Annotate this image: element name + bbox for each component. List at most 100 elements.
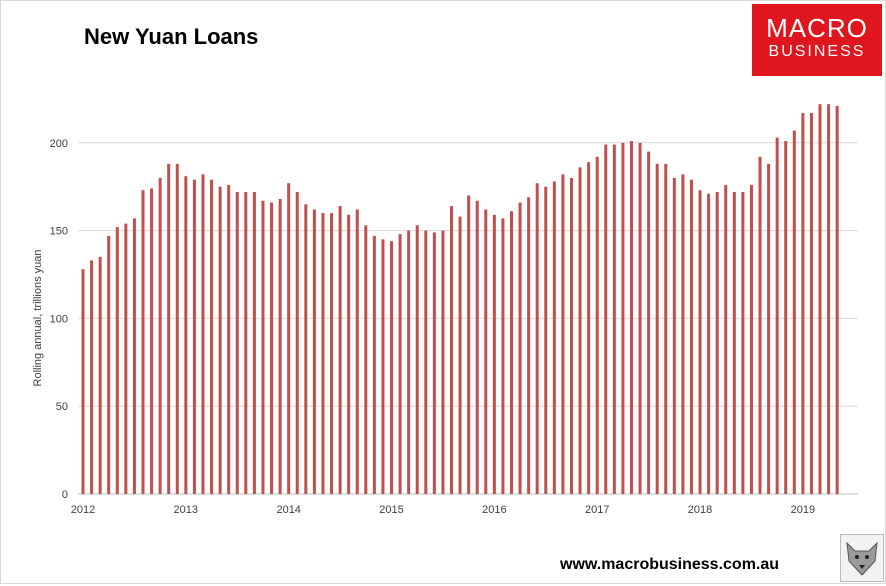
- bar: [432, 232, 436, 495]
- bar: [81, 269, 85, 494]
- bar: [338, 206, 342, 494]
- bar: [724, 184, 728, 494]
- bar: [827, 104, 831, 495]
- bar: [158, 177, 162, 495]
- bar: [732, 191, 736, 494]
- bar: [741, 191, 745, 494]
- bar: [107, 235, 111, 494]
- bar: [90, 260, 94, 494]
- bar: [792, 130, 796, 494]
- bar: [801, 112, 805, 494]
- footer-url: www.macrobusiness.com.au: [560, 556, 780, 573]
- bar: [587, 162, 591, 494]
- x-tick-label: 2016: [482, 504, 506, 516]
- logo-line-1: MACRO: [766, 13, 868, 43]
- bar: [218, 186, 222, 494]
- bar: [809, 112, 813, 494]
- bar: [604, 144, 608, 494]
- bar: [784, 141, 788, 495]
- bar: [115, 227, 119, 494]
- bar: [390, 241, 394, 494]
- bar: [381, 239, 385, 494]
- bar: [270, 202, 274, 494]
- x-tick-label: 2012: [71, 504, 95, 516]
- bar: [638, 142, 642, 495]
- bar: [569, 177, 573, 495]
- y-tick-label: 100: [50, 313, 68, 325]
- bar: [458, 216, 462, 495]
- bar: [492, 214, 496, 495]
- chart-title: New Yuan Loans: [84, 24, 259, 49]
- bar: [510, 211, 513, 494]
- bar: [201, 174, 205, 494]
- wolf-mascot-icon: [840, 534, 884, 582]
- bar: [355, 209, 359, 494]
- x-tick-label: 2019: [791, 504, 815, 516]
- bar: [261, 200, 265, 494]
- bar: [304, 204, 308, 494]
- bar: [244, 191, 248, 494]
- bar: [527, 197, 531, 495]
- bar: [450, 206, 454, 494]
- bar: [749, 184, 753, 494]
- bar: [141, 190, 145, 494]
- x-tick-label: 2014: [276, 504, 300, 516]
- bar: [612, 144, 616, 494]
- bar: [681, 174, 685, 494]
- bar: [484, 209, 488, 494]
- bar: [561, 174, 565, 494]
- bar: [167, 163, 171, 494]
- bar: [132, 218, 136, 494]
- x-tick-label: 2018: [688, 504, 712, 516]
- bar: [715, 191, 719, 494]
- bar: [501, 218, 505, 494]
- y-tick-labels: 0 50 100 150 200: [50, 138, 68, 501]
- y-tick-label: 150: [50, 226, 68, 238]
- bar: [578, 167, 582, 494]
- bar: [595, 156, 599, 494]
- bar: [347, 214, 351, 495]
- x-tick-label: 2017: [585, 504, 609, 516]
- bar: [252, 191, 256, 494]
- bar: [689, 179, 693, 494]
- bar: [330, 213, 334, 495]
- bar: [467, 195, 471, 495]
- bar: [552, 181, 556, 494]
- bar: [758, 156, 762, 494]
- x-tick-label: 2015: [379, 504, 403, 516]
- bar: [664, 163, 668, 494]
- bar: [364, 225, 368, 494]
- bar: [767, 163, 771, 494]
- bar: [227, 184, 231, 494]
- y-tick-label: 200: [50, 138, 68, 150]
- bar: [278, 198, 282, 495]
- macrobusiness-logo: MACRO BUSINESS: [752, 4, 882, 76]
- logo-line-2: BUSINESS: [768, 43, 866, 60]
- bar: [629, 141, 633, 495]
- bar: [707, 193, 711, 494]
- bar: [424, 230, 428, 494]
- bar: [544, 186, 548, 494]
- y-axis-title: Rolling annual, trillions yuan: [32, 250, 44, 387]
- bar: [287, 183, 291, 494]
- x-tick-label: 2013: [174, 504, 198, 516]
- bars: [81, 104, 839, 495]
- bar: [312, 209, 316, 494]
- bar: [518, 202, 522, 494]
- bar: [698, 190, 702, 494]
- bar: [647, 151, 651, 494]
- bar: [150, 188, 154, 494]
- y-tick-label: 50: [56, 401, 68, 413]
- bar: [192, 179, 196, 494]
- bar: [441, 230, 445, 494]
- bar: [775, 137, 779, 494]
- bar: [398, 234, 402, 495]
- bar: [475, 200, 479, 494]
- bar: [210, 179, 214, 494]
- bar: [235, 191, 239, 494]
- bar: [175, 163, 179, 494]
- bar: [835, 105, 839, 495]
- bar: [98, 256, 102, 494]
- bar: [295, 191, 299, 494]
- bar: [655, 163, 659, 494]
